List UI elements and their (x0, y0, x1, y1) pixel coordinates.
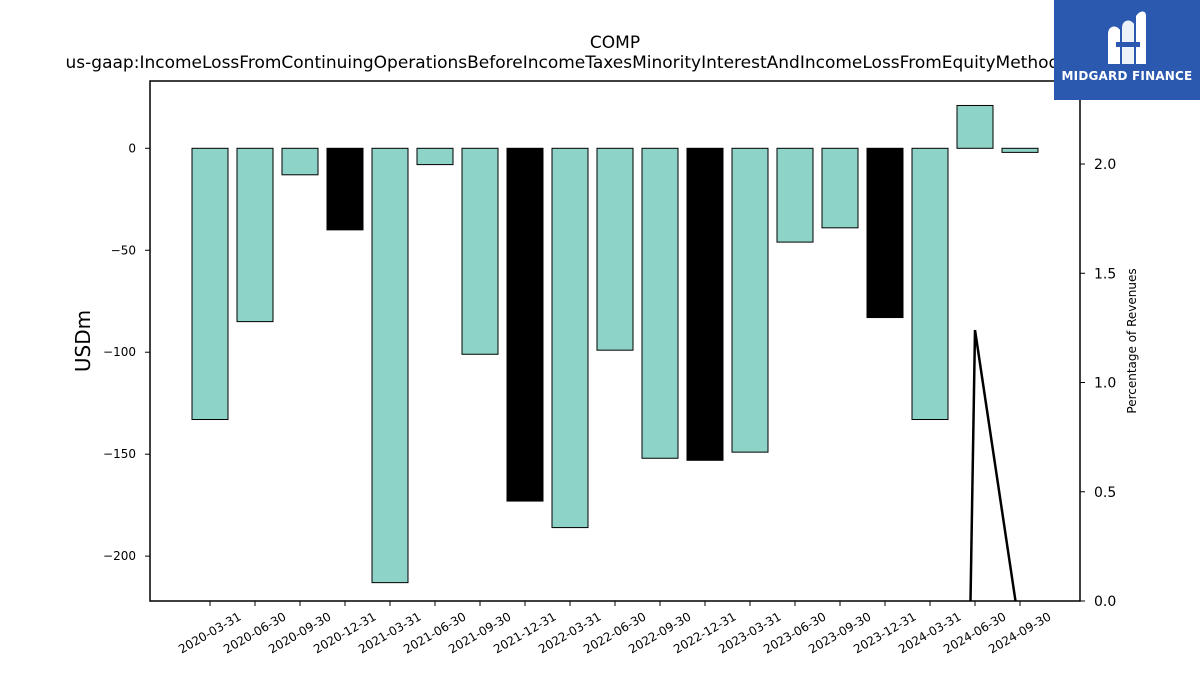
y-tick-label: −100 (103, 345, 136, 359)
bar-2022-03-31 (551, 147, 589, 529)
y2-tick-label: 1.0 (1094, 376, 1116, 392)
y2-tick-label: 1.5 (1094, 266, 1116, 282)
y2-tick-label: 0.0 (1094, 594, 1116, 610)
bar-2022-09-30 (641, 147, 679, 459)
bar-2021-12-31 (506, 147, 544, 502)
y-tick-label: −50 (111, 243, 136, 257)
bar-2024-09-30 (1001, 147, 1039, 153)
y-tick-label: −200 (103, 549, 136, 563)
bar-2020-09-30 (281, 147, 319, 176)
y-axis: 0 −50 −100 −150 −200 (103, 141, 150, 563)
brand-logo: MIDGARD FINANCE (1054, 0, 1200, 100)
bar-2021-06-30 (416, 147, 454, 166)
bar-2021-03-31 (371, 147, 409, 584)
y2-axis: 0.0 0.5 1.0 1.5 2.0 (1080, 157, 1116, 610)
x-axis: 2020-03-312020-06-302020-09-302020-12-31… (176, 601, 1054, 656)
brand-mark-icon (1108, 11, 1146, 64)
chart-subtitle: us-gaap:IncomeLossFromContinuingOperatio… (66, 53, 1165, 73)
y-tick-label: −150 (103, 447, 136, 461)
bar-2021-09-30 (461, 147, 499, 355)
percentage-line (969, 329, 1017, 602)
bar-2023-06-30 (776, 147, 814, 243)
y-axis-label: USDm (71, 310, 95, 372)
bar-2023-12-31 (866, 147, 904, 319)
line-layer (969, 329, 1017, 602)
bar-2020-03-31 (191, 147, 229, 421)
bar-2020-06-30 (236, 147, 274, 323)
bar-2024-03-31 (911, 147, 949, 421)
y-tick-label: 0 (128, 141, 136, 155)
bar-2022-12-31 (686, 147, 724, 461)
y2-tick-label: 0.5 (1094, 485, 1116, 501)
bar-2024-06-30 (956, 104, 994, 149)
bars-layer (191, 104, 1039, 584)
bar-2022-06-30 (596, 147, 634, 351)
chart-title: COMP (590, 33, 640, 53)
bar-2023-03-31 (731, 147, 769, 453)
bar-2023-09-30 (821, 147, 859, 229)
bar-2020-12-31 (326, 147, 364, 231)
brand-name: MIDGARD FINANCE (1061, 69, 1193, 83)
y2-axis-label: Percentage of Revenues (1125, 268, 1139, 413)
y2-tick-label: 2.0 (1094, 157, 1116, 173)
